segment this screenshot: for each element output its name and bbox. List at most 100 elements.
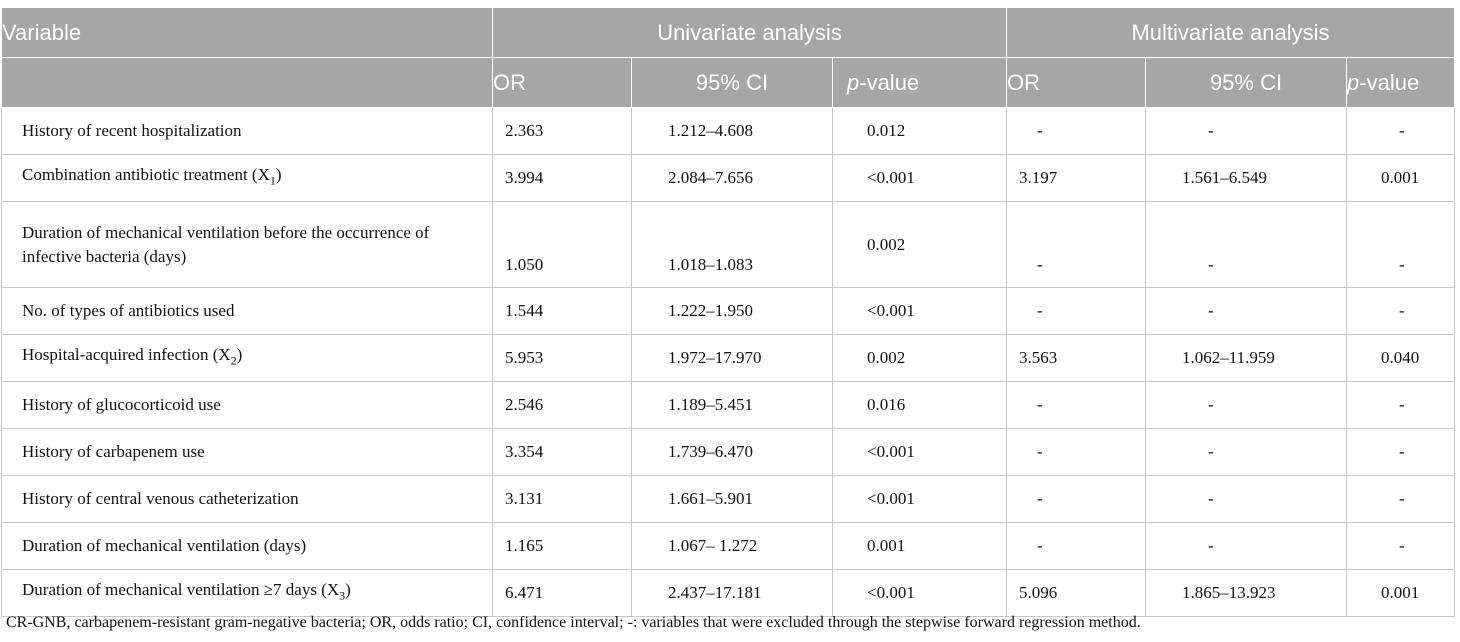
variable-cell: History of recent hospitalization [1, 107, 493, 155]
uni-p-cell: 0.001 [831, 522, 1008, 570]
uni-p-cell: <0.001 [831, 154, 1008, 202]
multi-or-cell: - [1006, 475, 1147, 523]
table-row: Combination antibiotic treatment (X1) 3.… [1, 154, 1456, 202]
uni-ci-cell: 1.739–6.470 [631, 428, 833, 476]
multi-or-cell: - [1006, 201, 1147, 288]
uni-ci-cell: 2.084–7.656 [631, 154, 833, 202]
uni-ci-cell: 1.067– 1.272 [631, 522, 833, 570]
uni-or-cell: 2.363 [492, 107, 632, 155]
header-multivariate: Multivariate analysis [1006, 7, 1456, 58]
results-table: Variable Univariate analysis Multivariat… [1, 7, 1456, 617]
multi-ci-cell: - [1145, 201, 1348, 288]
header-row-columns: OR 95% CI p-value OR 95% CI p-value [1, 57, 1456, 108]
multi-ci-cell: - [1145, 428, 1348, 476]
header-multi-pvalue: p-value [1346, 57, 1456, 108]
uni-ci-cell: 1.212–4.608 [631, 107, 833, 155]
variable-cell: Combination antibiotic treatment (X1) [1, 154, 493, 202]
multi-p-cell: 0.001 [1346, 154, 1456, 202]
variable-cell: Hospital-acquired infection (X2) [1, 334, 493, 382]
multi-or-cell: 3.563 [1006, 334, 1147, 382]
table-row: History of central venous catheterizatio… [1, 475, 1456, 523]
multi-p-cell: 0.040 [1346, 334, 1456, 382]
header-uni-p-rest: -value [859, 69, 920, 95]
uni-or-cell: 1.050 [492, 201, 632, 288]
multi-ci-cell: - [1145, 475, 1348, 523]
uni-p-cell: 0.012 [831, 107, 1008, 155]
table-body: History of recent hospitalization 2.363 … [1, 107, 1456, 617]
uni-ci-cell: 1.661–5.901 [631, 475, 833, 523]
multi-p-cell: 0.001 [1346, 569, 1456, 617]
header-variable: Variable [1, 7, 493, 58]
uni-or-cell: 5.953 [492, 334, 632, 382]
multi-p-cell: - [1346, 107, 1456, 155]
header-multi-p-rest: -value [1359, 69, 1420, 95]
uni-or-cell: 3.131 [492, 475, 632, 523]
multi-or-cell: 5.096 [1006, 569, 1147, 617]
variable-cell: Duration of mechanical ventilation ≥7 da… [1, 569, 493, 617]
table-row: Duration of mechanical ventilation befor… [1, 201, 1456, 288]
multi-p-cell: - [1346, 287, 1456, 335]
header-blank-cell [1, 57, 493, 108]
variable-cell: History of glucocorticoid use [1, 381, 493, 429]
variable-label: Duration of mechanical ventilation ≥7 da… [22, 580, 340, 600]
table-footnote: CR-GNB, carbapenem-resistant gram-negati… [6, 614, 1141, 631]
uni-p-cell: 0.002 [831, 334, 1008, 382]
table-row: No. of types of antibiotics used 1.544 1… [1, 287, 1456, 335]
multi-or-cell: - [1006, 287, 1147, 335]
variable-subscript: 3 [339, 588, 346, 603]
table-row: Duration of mechanical ventilation ≥7 da… [1, 569, 1456, 617]
uni-p-cell: <0.001 [831, 287, 1008, 335]
uni-p-cell: <0.001 [831, 475, 1008, 523]
uni-or-cell: 6.471 [492, 569, 632, 617]
multi-or-cell: - [1006, 428, 1147, 476]
header-uni-or: OR [492, 57, 632, 108]
variable-cell: Duration of mechanical ventilation (days… [1, 522, 493, 570]
multi-ci-cell: - [1145, 381, 1348, 429]
multi-or-cell: 3.197 [1006, 154, 1147, 202]
multi-or-cell: - [1006, 107, 1147, 155]
variable-label: Hospital-acquired infection (X [22, 345, 231, 365]
variable-subscript: 2 [230, 353, 237, 368]
uni-p-cell: 0.016 [831, 381, 1008, 429]
multi-p-cell: - [1346, 428, 1456, 476]
table-row: History of carbapenem use 3.354 1.739–6.… [1, 428, 1456, 476]
uni-p-cell: 0.002 [831, 201, 1008, 288]
header-multi-p-italic: p [1347, 69, 1360, 95]
multi-ci-cell: - [1145, 522, 1348, 570]
variable-subscript: 1 [269, 173, 276, 188]
multi-p-cell: - [1346, 381, 1456, 429]
header-univariate: Univariate analysis [491, 7, 1008, 58]
uni-or-cell: 1.544 [492, 287, 632, 335]
uni-ci-cell: 1.972–17.970 [631, 334, 833, 382]
uni-p-cell: <0.001 [831, 569, 1008, 617]
multi-or-cell: - [1006, 381, 1147, 429]
header-uni-ci: 95% CI [631, 57, 833, 108]
table-row: Duration of mechanical ventilation (days… [1, 522, 1456, 570]
multi-or-cell: - [1006, 522, 1147, 570]
uni-or-cell: 2.546 [492, 381, 632, 429]
multi-p-cell: - [1346, 522, 1456, 570]
uni-p-cell: <0.001 [831, 428, 1008, 476]
header-multi-or: OR [1006, 57, 1147, 108]
header-uni-p-italic: p [847, 69, 860, 95]
variable-cell: History of carbapenem use [1, 428, 493, 476]
uni-ci-cell: 1.189–5.451 [631, 381, 833, 429]
multi-p-cell: - [1346, 475, 1456, 523]
variable-cell: History of central venous catheterizatio… [1, 475, 493, 523]
multi-ci-cell: - [1145, 107, 1348, 155]
variable-cell: No. of types of antibiotics used [1, 287, 493, 335]
uni-or-cell: 3.354 [492, 428, 632, 476]
header-row-groups: Variable Univariate analysis Multivariat… [1, 7, 1456, 58]
table-header: Variable Univariate analysis Multivariat… [1, 7, 1456, 108]
table-row: History of recent hospitalization 2.363 … [1, 107, 1456, 155]
multi-ci-cell: - [1145, 287, 1348, 335]
table-row: History of glucocorticoid use 2.546 1.18… [1, 381, 1456, 429]
multi-ci-cell: 1.062–11.959 [1145, 334, 1348, 382]
variable-cell: Duration of mechanical ventilation befor… [1, 201, 493, 288]
uni-ci-cell: 1.018–1.083 [631, 201, 833, 288]
variable-label: Combination antibiotic treatment (X [22, 165, 270, 185]
uni-ci-cell: 1.222–1.950 [631, 287, 833, 335]
uni-ci-cell: 2.437–17.181 [631, 569, 833, 617]
header-multi-ci: 95% CI [1145, 57, 1348, 108]
multi-p-cell: - [1346, 201, 1456, 288]
